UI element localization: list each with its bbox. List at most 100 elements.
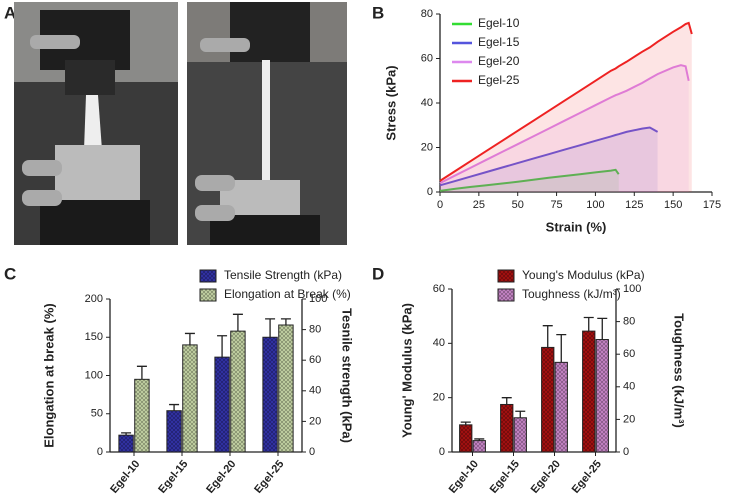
legend-label: Egel-25 (478, 73, 520, 87)
y2-tick-label: 80 (623, 316, 635, 328)
legend-swatch (199, 269, 217, 283)
y2-tick-label: 0 (309, 446, 315, 458)
x-tick-label: Egel-25 (252, 458, 286, 496)
x-tick-label: 125 (625, 199, 643, 211)
area-fill (440, 22, 692, 193)
y2-tick-label: 60 (623, 348, 635, 360)
legend-swatch (497, 269, 515, 283)
y-axis-label: Elongation at break (%) (41, 303, 56, 447)
x-tick-label: 150 (664, 199, 682, 211)
bar (541, 346, 555, 453)
y2-tick-label: 60 (309, 354, 321, 366)
bar (459, 424, 473, 453)
x-axis-label: Strain (%) (546, 219, 607, 234)
legend-label: Toughness (kJ/m³) (522, 287, 621, 301)
error-bar (136, 365, 147, 380)
legend-label: Tensile Strength (kPa) (224, 268, 342, 282)
bar (214, 356, 230, 453)
x-tick-label: Egel-20 (204, 458, 238, 496)
x-tick-label: 175 (703, 199, 721, 211)
y-axis-label: Young' Modulus (kPa) (399, 303, 414, 438)
legend-swatch (497, 288, 515, 302)
y2-tick-label: 0 (623, 446, 629, 458)
y2-tick-label: 40 (623, 381, 635, 393)
bar (230, 330, 246, 453)
y-tick-label: 40 (421, 97, 433, 109)
bar (500, 403, 514, 453)
area-fill (440, 127, 658, 192)
y2-tick-label: 40 (309, 385, 321, 397)
legend-label: Young's Modulus (kPa) (522, 268, 645, 282)
x-tick-label: 25 (473, 199, 485, 211)
y-tick-label: 0 (427, 186, 433, 198)
x-tick-label: Egel-10 (108, 458, 142, 496)
legend-label: Egel-10 (478, 16, 520, 30)
error-bar (169, 403, 180, 411)
bar (166, 410, 182, 453)
bar (595, 339, 609, 453)
panel-label: C (4, 264, 16, 283)
bar (472, 440, 486, 453)
y-tick-label: 100 (85, 369, 103, 381)
y-tick-label: 60 (433, 283, 445, 295)
bar (278, 324, 294, 453)
error-bar (583, 316, 594, 332)
y-tick-label: 150 (85, 331, 103, 343)
error-bar (515, 410, 526, 418)
bar (554, 361, 568, 453)
x-tick-label: 0 (437, 199, 443, 211)
y2-tick-label: 20 (623, 413, 635, 425)
series-line (439, 126, 659, 187)
bar (262, 336, 278, 453)
photo-left (14, 2, 178, 245)
panel-label: A (4, 3, 16, 22)
y2-axis-label: Tesnile strength (kPa) (340, 308, 355, 443)
y2-axis-label: Toughness (kJ/m³) (672, 313, 687, 428)
y-tick-label: 40 (433, 337, 445, 349)
y-tick-label: 200 (85, 293, 103, 305)
x-tick-label: 50 (512, 199, 524, 211)
x-tick-label: Egel-15 (156, 458, 190, 496)
bar (134, 378, 150, 453)
error-bar (501, 397, 512, 405)
series-line (439, 64, 690, 184)
y2-tick-label: 100 (309, 293, 327, 305)
error-bar (556, 333, 567, 363)
error-bar (217, 335, 228, 358)
y-tick-label: 50 (91, 408, 103, 420)
y-tick-label: 20 (433, 392, 445, 404)
panel-label: D (372, 264, 384, 283)
series-line (439, 21, 693, 182)
y2-tick-label: 80 (309, 324, 321, 336)
bar (118, 434, 134, 453)
y-axis-label: Stress (kPa) (383, 65, 398, 140)
error-bar (265, 318, 276, 338)
area-fill (440, 65, 689, 192)
error-bar (232, 313, 243, 332)
bar (582, 330, 596, 453)
y2-tick-label: 100 (623, 283, 641, 295)
error-bar (280, 318, 291, 326)
bar (182, 344, 198, 453)
legend-label: Elongation at Break (%) (224, 287, 351, 301)
x-tick-label: 75 (550, 199, 562, 211)
y-tick-label: 20 (421, 141, 433, 153)
y-tick-label: 80 (421, 8, 433, 20)
error-bar (184, 332, 195, 345)
y-tick-label: 0 (97, 446, 103, 458)
legend-swatch (199, 288, 217, 302)
legend-label: Egel-20 (478, 54, 520, 68)
x-tick-label: Egel-10 (447, 458, 481, 496)
series-line (439, 168, 620, 192)
x-tick-label: Egel-15 (488, 458, 522, 496)
error-bar (542, 325, 553, 348)
photo-right (187, 2, 347, 245)
x-tick-label: Egel-20 (529, 458, 563, 496)
error-bar (597, 317, 608, 340)
x-tick-label: Egel-25 (570, 458, 604, 496)
panel-label: B (372, 3, 384, 22)
legend-label: Egel-15 (478, 35, 520, 49)
x-tick-label: 100 (586, 199, 604, 211)
bar (513, 417, 527, 453)
